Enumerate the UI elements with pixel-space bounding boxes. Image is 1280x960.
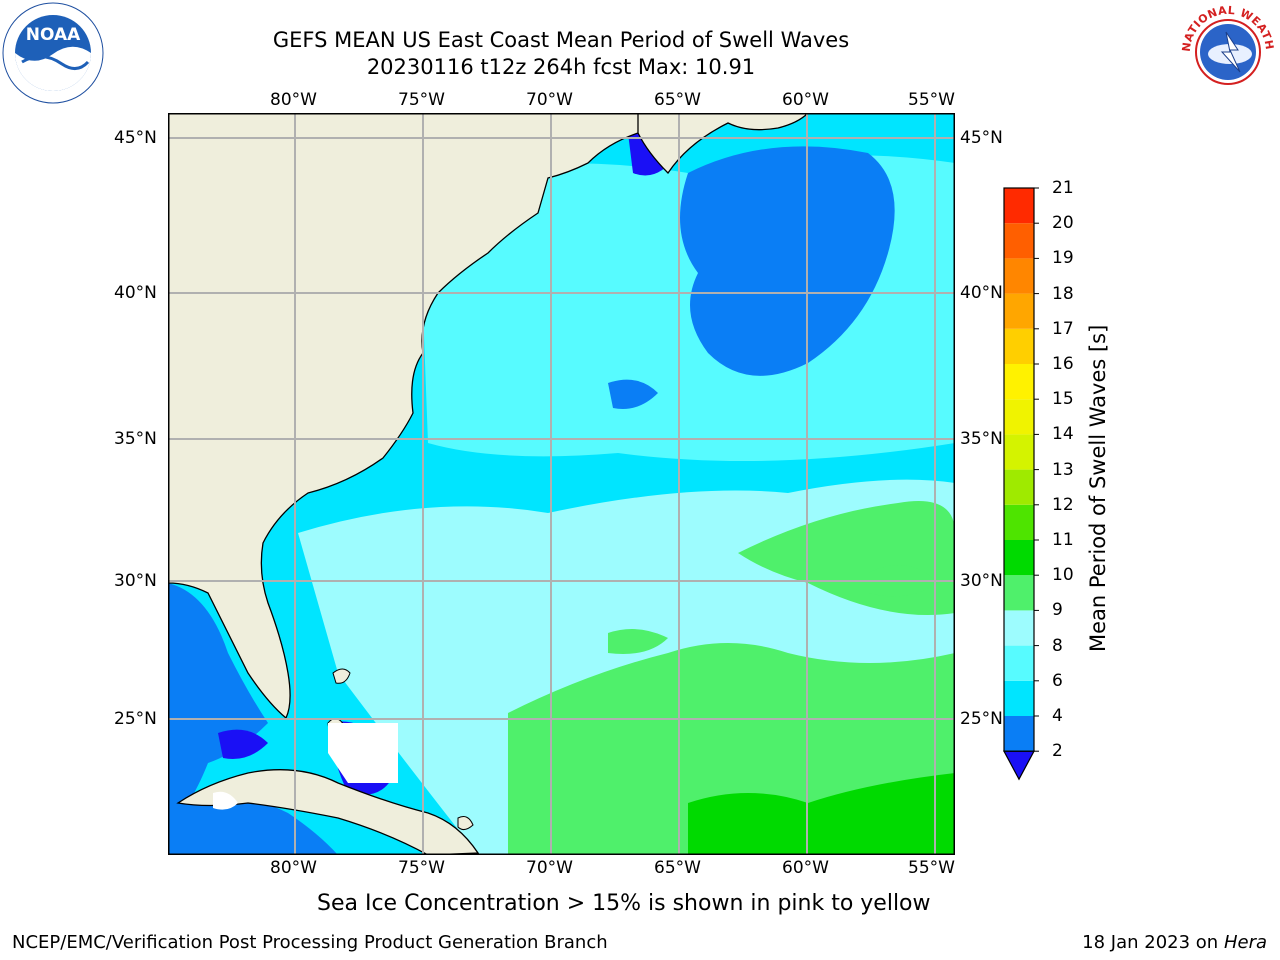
colorbar-label-wrap: Mean Period of Swell Waves [s]	[1086, 325, 1280, 676]
lat-label-right: 45°N	[960, 128, 1003, 148]
footer-org: NCEP/EMC/Verification Post Processing Pr…	[12, 932, 608, 953]
colorbar-segment	[1004, 540, 1034, 576]
colorbar-segment	[1004, 434, 1034, 470]
lon-label-top: 70°W	[526, 90, 573, 110]
colorbar-segment	[1004, 716, 1034, 752]
lat-label-left: 25°N	[114, 709, 157, 729]
blue-patch-north	[680, 146, 895, 376]
colorbar-tick-label: 15	[1052, 389, 1074, 410]
colorbar-ticks: 2 4 6 8 9 10 11 12 13 14 15 16 17 18 19 20 21	[1052, 0, 1092, 960]
colorbar-label: Mean Period of Swell Waves [s]	[1086, 324, 1110, 652]
graticule	[168, 113, 955, 855]
colorbar-segment	[1004, 610, 1034, 646]
sea-ice-note: Sea Ice Concentration > 15% is shown in …	[317, 891, 931, 916]
colorbar-tick-label: 12	[1052, 494, 1074, 515]
lon-label-top: 60°W	[782, 90, 829, 110]
lat-label-right: 30°N	[960, 571, 1003, 591]
land-us-east-coast	[168, 113, 644, 720]
colorbar-tick-label: 20	[1052, 213, 1074, 234]
colorbar-segment	[1004, 364, 1034, 400]
lat-label-left: 35°N	[114, 429, 157, 449]
colorbar-segment	[1004, 188, 1034, 224]
lon-label-bottom: 60°W	[782, 858, 829, 878]
footer-date-text: 18 Jan 2023 on	[1082, 932, 1219, 953]
footer-machine: Hera	[1223, 932, 1267, 953]
lon-label-top: 65°W	[654, 90, 701, 110]
colorbar-segment	[1004, 399, 1034, 435]
colorbar-tick-label: 17	[1052, 318, 1074, 339]
colorbar-under-arrow	[1002, 750, 1036, 781]
colorbar-segment	[1004, 258, 1034, 294]
lat-label-right: 25°N	[960, 709, 1003, 729]
colorbar-segment	[1004, 223, 1034, 259]
lon-label-bottom: 65°W	[654, 858, 701, 878]
colorbar-segment	[1004, 504, 1034, 540]
colorbar-segment	[1004, 680, 1034, 716]
lat-label-right: 40°N	[960, 283, 1003, 303]
lon-label-bottom: 75°W	[398, 858, 445, 878]
land-nova-scotia	[637, 113, 809, 175]
land-cuba	[176, 769, 480, 855]
lon-label-top: 75°W	[398, 90, 445, 110]
lat-label-right: 35°N	[960, 429, 1003, 449]
nws-logo-icon: NATIONAL WEATHER SERVICE	[1178, 2, 1278, 102]
colorbar-tick-label: 13	[1052, 459, 1074, 480]
colorbar-tick-label: 2	[1052, 741, 1063, 762]
colorbar	[1002, 187, 1039, 781]
colorbar-tick-label: 19	[1052, 248, 1074, 269]
chart-title: GEFS MEAN US East Coast Mean Period of S…	[272, 28, 850, 52]
no-data-patch-bahamas	[328, 723, 398, 783]
colorbar-tick-label: 11	[1052, 530, 1074, 550]
colorbar-tick-label: 4	[1052, 706, 1063, 726]
colorbar-tick-label: 8	[1052, 635, 1063, 656]
lon-label-top: 80°W	[270, 90, 317, 110]
chart-subtitle: 20230116 t12z 264h fcst Max: 10.91	[366, 55, 756, 79]
map-frame	[168, 113, 955, 855]
colorbar-tick-label: 6	[1052, 670, 1063, 691]
lon-label-bottom: 80°W	[270, 858, 317, 878]
lat-label-left: 45°N	[114, 128, 157, 148]
lon-label-bottom: 70°W	[526, 858, 573, 878]
colorbar-tick-label: 18	[1052, 283, 1074, 304]
colorbar-segment	[1004, 328, 1034, 364]
footer-date: 18 Jan 2023 on Hera	[1082, 932, 1267, 954]
colorbar-segment	[1004, 645, 1034, 681]
colorbar-segment	[1004, 575, 1034, 611]
colorbar-tick-label: 9	[1052, 600, 1063, 621]
green-patch-bright	[688, 773, 955, 855]
lon-label-bottom: 55°W	[908, 858, 955, 878]
blue-patch-gulf	[168, 583, 268, 823]
colorbar-tick-label: 16	[1052, 354, 1074, 374]
noaa-logo-icon: NOAA	[2, 2, 104, 104]
colorbar-tick-label: 10	[1052, 565, 1074, 586]
noaa-logo-text: NOAA	[26, 25, 81, 45]
colorbar-tick-label: 14	[1052, 424, 1074, 445]
colorbar-segment	[1004, 293, 1034, 329]
lon-label-top: 55°W	[908, 90, 955, 110]
colorbar-tick-label: 21	[1052, 178, 1074, 198]
colorbar-segment	[1004, 469, 1034, 505]
map-panel	[168, 113, 955, 855]
lat-label-left: 30°N	[114, 571, 157, 591]
lat-label-left: 40°N	[114, 283, 157, 303]
